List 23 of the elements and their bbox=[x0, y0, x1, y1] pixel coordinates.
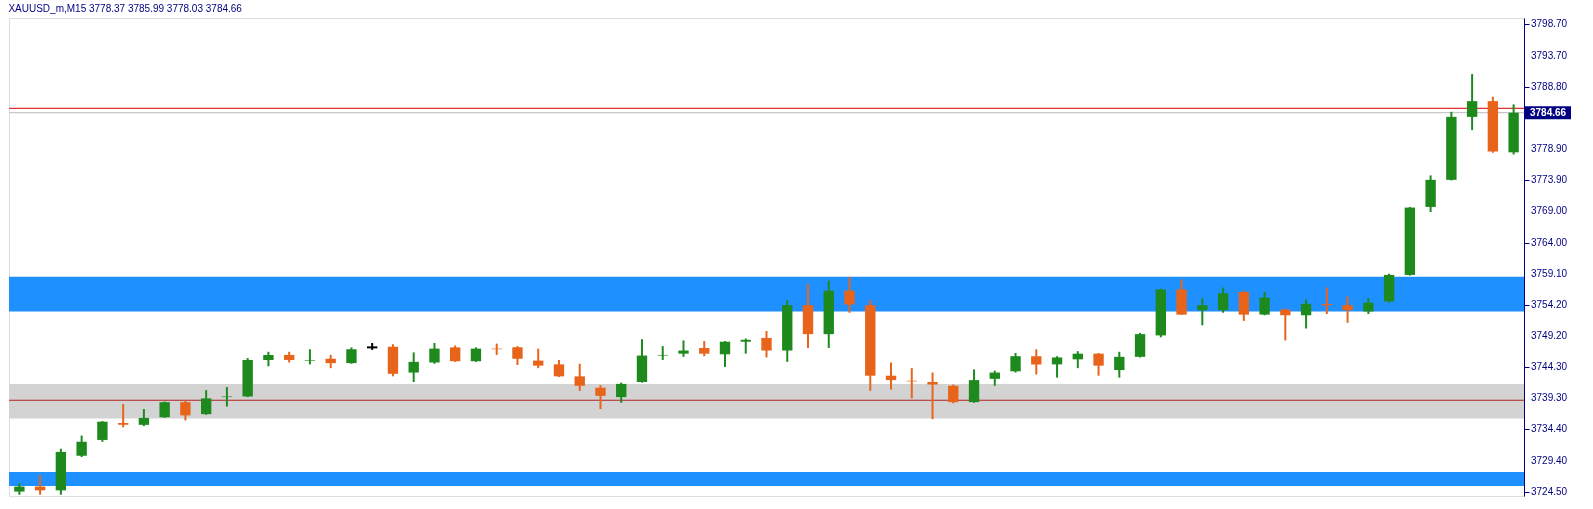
y-tick-label: 3749.20 bbox=[1531, 330, 1568, 342]
y-tick-label: 3754.20 bbox=[1531, 298, 1568, 310]
y-tick-label: 3734.40 bbox=[1531, 423, 1568, 435]
y-tick-label: 3744.30 bbox=[1531, 360, 1568, 372]
y-tick-label: 3788.80 bbox=[1531, 80, 1568, 92]
candlestick bbox=[657, 345, 668, 361]
candlestick bbox=[927, 371, 938, 421]
chart-title: XAUUSD_m,M15 3778.37 3785.99 3778.03 3784.66 bbox=[8, 3, 243, 14]
y-tick-label: 3764.00 bbox=[1531, 236, 1568, 248]
y-tick-label: 3729.40 bbox=[1531, 454, 1568, 466]
candlestick bbox=[512, 345, 523, 367]
ref-line-label: 3784.66 bbox=[1530, 106, 1567, 118]
candlestick bbox=[1176, 278, 1187, 316]
y-tick-label: 3798.70 bbox=[1531, 18, 1568, 30]
y-tick-label: 3778.90 bbox=[1531, 142, 1568, 154]
candlestick bbox=[221, 386, 233, 408]
y-tick-label: 3724.50 bbox=[1531, 485, 1568, 497]
y-tick-label: 3769.00 bbox=[1531, 205, 1568, 217]
y-tick-label: 3793.70 bbox=[1531, 49, 1568, 61]
candlestick bbox=[304, 348, 316, 366]
y-tick-label: 3773.90 bbox=[1531, 174, 1568, 186]
y-tick-label: 3759.10 bbox=[1531, 267, 1568, 279]
y-tick-label: 3739.30 bbox=[1531, 392, 1568, 404]
